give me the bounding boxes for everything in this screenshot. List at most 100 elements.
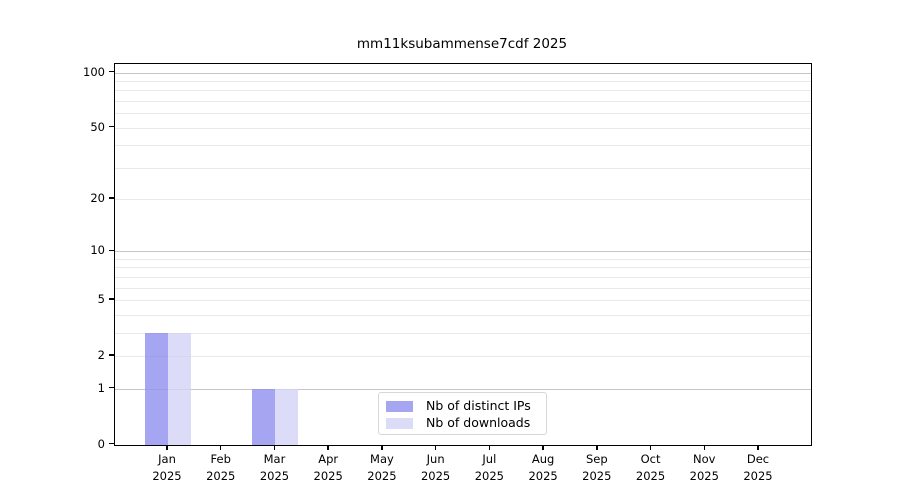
x-tick-label: Sep 2025: [565, 451, 629, 484]
y-tick-label: 0: [97, 436, 105, 451]
x-tick-month: Oct: [640, 452, 661, 466]
bar-nb-of-downloads-mar: [275, 388, 299, 445]
y-tick-label: 10: [90, 243, 105, 258]
y-tick-label: 100: [83, 64, 105, 79]
bar-nb-of-distinct-ips-jan: [145, 332, 168, 445]
gridline-major-overlay: [115, 72, 811, 74]
x-tick-mark: [649, 445, 652, 450]
gridline-minor-overlay: [115, 101, 811, 102]
y-tick-mark: [109, 442, 114, 445]
x-tick-month: Apr: [318, 452, 339, 466]
x-tick-month: Nov: [693, 452, 716, 466]
x-tick-year: 2025: [635, 468, 666, 483]
x-tick-label: Dec 2025: [726, 451, 790, 484]
gridline-minor: [115, 276, 811, 278]
legend-swatch-downloads-icon: [386, 417, 413, 429]
y-tick-label: 5: [97, 292, 105, 307]
x-tick-label: Oct 2025: [619, 451, 683, 484]
x-tick-mark: [219, 445, 222, 450]
gridline-minor-overlay: [115, 259, 811, 260]
gridline-major: [115, 72, 811, 74]
x-tick-label: Jul 2025: [457, 451, 521, 484]
y-tick-label: 2: [97, 347, 105, 362]
gridline-minor: [115, 127, 811, 129]
gridline-minor-overlay: [115, 300, 811, 301]
chart-title: mm11ksubammense7cdf 2025: [356, 36, 568, 52]
gridline-minor: [115, 300, 811, 302]
gridline-minor-overlay: [115, 128, 811, 129]
y-tick-mark: [109, 386, 114, 389]
gridline-minor-overlay: [115, 267, 811, 268]
legend-entry-distinct-ips: Nb of distinct IPs: [386, 398, 538, 415]
x-tick-mark: [434, 445, 437, 450]
gridline-minor: [115, 167, 811, 169]
x-tick-label: Feb 2025: [189, 451, 253, 484]
legend-label-downloads: Nb of downloads: [426, 415, 531, 430]
x-tick-mark: [166, 445, 168, 450]
y-tick-label: 1: [97, 380, 105, 395]
y-tick-label: 20: [90, 191, 105, 206]
gridline-major: [115, 388, 811, 390]
x-tick-year: 2025: [259, 468, 290, 483]
y-tick-mark: [109, 197, 114, 199]
legend: Nb of distinct IPs Nb of downloads: [378, 392, 547, 435]
x-tick-label: Nov 2025: [672, 451, 736, 484]
x-tick-month: Aug: [531, 452, 555, 466]
gridline-minor-overlay: [115, 315, 811, 316]
x-tick-mark: [273, 445, 276, 450]
x-tick-month: Sep: [585, 452, 608, 466]
x-tick-year: 2025: [528, 468, 558, 483]
x-tick-month: Dec: [746, 452, 770, 466]
gridline-minor: [115, 332, 811, 334]
x-tick-mark: [703, 445, 706, 450]
gridline-minor: [115, 81, 811, 82]
x-tick-year: 2025: [743, 468, 773, 483]
bar-nb-of-distinct-ips-mar: [252, 388, 276, 445]
gridline-minor: [115, 101, 811, 102]
x-tick-year: 2025: [367, 468, 397, 483]
x-tick-month: May: [370, 452, 394, 466]
x-tick-month: Mar: [263, 452, 286, 466]
gridline-minor-overlay: [115, 90, 811, 91]
y-tick-mark: [109, 125, 114, 128]
gridline-minor: [115, 267, 811, 269]
x-tick-month: Jan: [158, 452, 176, 466]
x-tick-label: Aug 2025: [511, 451, 575, 484]
y-tick-mark: [109, 354, 114, 356]
gridline-minor-overlay: [115, 113, 811, 114]
x-tick-month: Jul: [482, 452, 497, 466]
gridline-minor: [115, 355, 811, 357]
legend-entry-downloads: Nb of downloads: [386, 415, 538, 432]
legend-label-distinct-ips: Nb of distinct IPs: [426, 398, 531, 413]
gridline-minor-overlay: [115, 199, 811, 200]
gridline-major-overlay: [115, 388, 811, 390]
gridline-minor: [115, 287, 811, 289]
x-tick-year: 2025: [474, 468, 504, 483]
x-tick-mark: [488, 445, 491, 450]
x-tick-year: 2025: [206, 468, 236, 483]
bar-nb-of-downloads-jan: [168, 332, 191, 445]
gridline-minor-overlay: [115, 81, 811, 82]
y-tick-mark: [109, 70, 114, 73]
gridline-minor: [115, 314, 811, 316]
y-tick-mark: [109, 298, 114, 300]
gridline-minor-overlay: [115, 168, 811, 169]
x-tick-label: Mar 2025: [242, 451, 306, 484]
gridline-minor-overlay: [115, 288, 811, 289]
gridline-major-overlay: [115, 251, 811, 253]
x-tick-mark: [381, 445, 383, 450]
x-tick-mark: [757, 445, 759, 450]
gridline-minor-overlay: [115, 145, 811, 146]
x-tick-mark: [327, 445, 329, 450]
x-tick-label: Jan 2025: [135, 451, 199, 484]
x-tick-year: 2025: [420, 468, 451, 483]
gridline-minor: [115, 199, 811, 201]
gridline-minor: [115, 145, 811, 147]
x-tick-mark: [542, 445, 544, 450]
y-tick-mark: [109, 249, 114, 252]
x-tick-year: 2025: [689, 468, 719, 483]
x-tick-month: Feb: [210, 452, 231, 466]
legend-swatch-distinct-ips-icon: [386, 400, 413, 412]
x-tick-label: Apr 2025: [296, 451, 360, 484]
